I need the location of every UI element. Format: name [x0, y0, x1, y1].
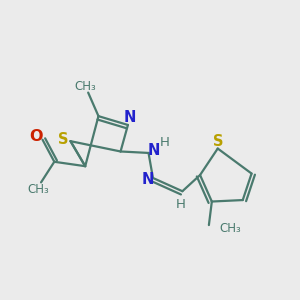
Text: H: H	[176, 198, 186, 211]
Text: N: N	[148, 143, 160, 158]
Text: S: S	[213, 134, 224, 149]
Text: H: H	[160, 136, 170, 149]
Text: N: N	[123, 110, 136, 125]
Text: O: O	[29, 129, 43, 144]
Text: N: N	[142, 172, 154, 187]
Text: CH₃: CH₃	[219, 221, 241, 235]
Text: CH₃: CH₃	[27, 183, 49, 196]
Text: S: S	[58, 132, 68, 147]
Text: CH₃: CH₃	[74, 80, 96, 93]
